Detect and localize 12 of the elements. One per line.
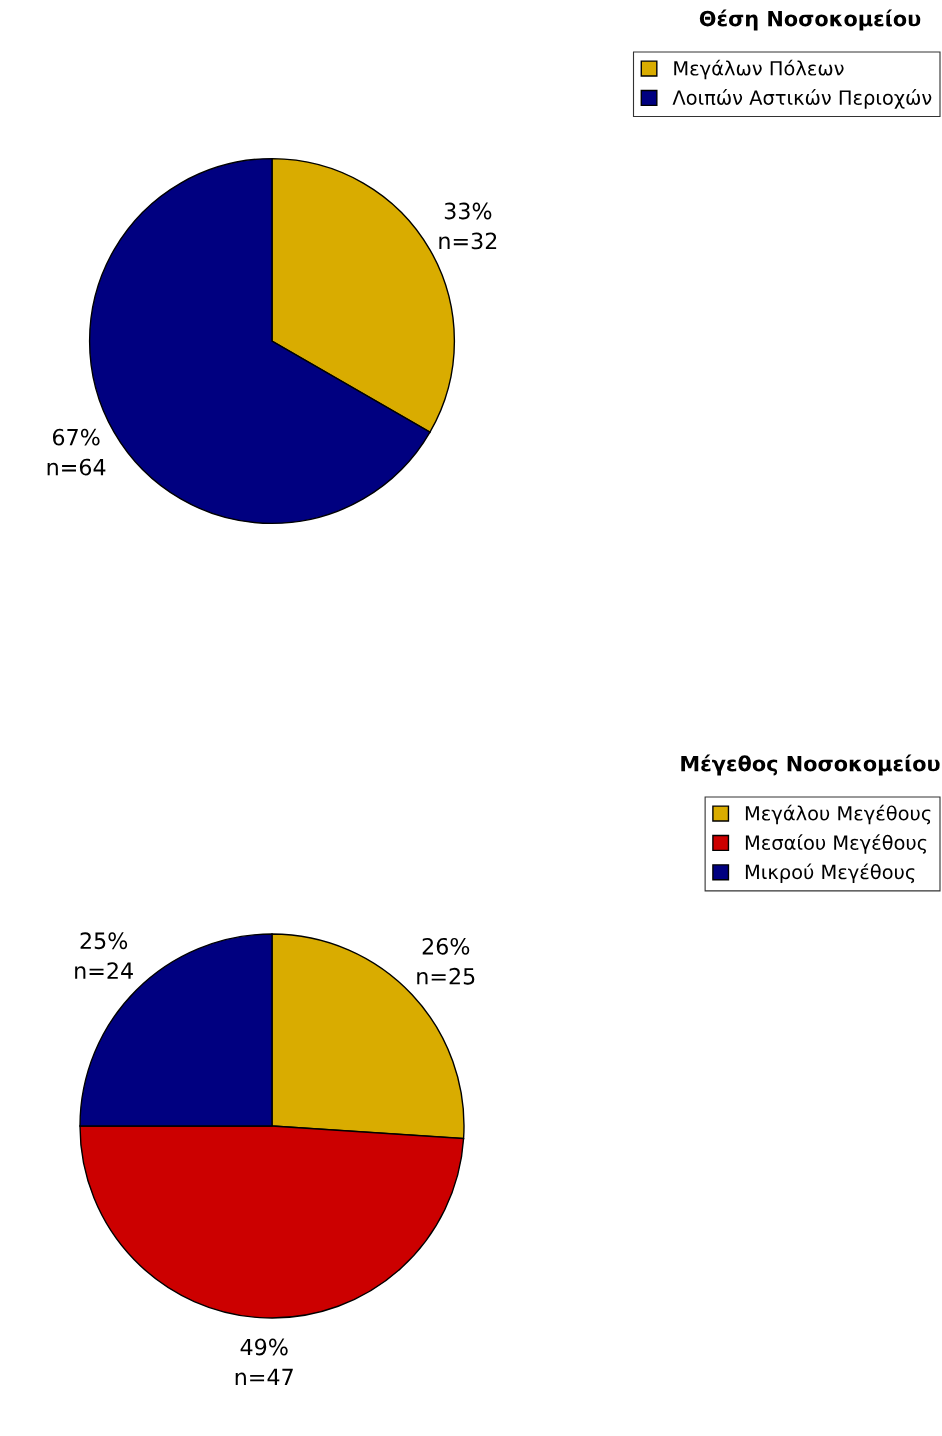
legend-label: Μεσαίου Μεγέθους <box>745 834 927 854</box>
data-label: 25% n=24 <box>75 932 133 979</box>
legend-label: Μεγάλων Πόλεων <box>674 59 844 80</box>
chart-title: Μέγεθος Νοσοκομείου <box>681 754 940 776</box>
data-label: 26% n=25 <box>417 937 475 985</box>
chart-title: Θέση Νοσοκομείου <box>699 9 921 31</box>
data-label: 49% n=47 <box>235 1338 293 1386</box>
legend-label: Λοιπών Αστικών Περιοχών <box>672 89 932 109</box>
legend-label: Μεγάλου Μεγέθους <box>745 804 931 825</box>
data-label: 67% n=64 <box>47 428 106 476</box>
legend-label: Μικρού Μεγέθους <box>745 863 915 884</box>
data-label: 33% n=32 <box>439 202 497 250</box>
